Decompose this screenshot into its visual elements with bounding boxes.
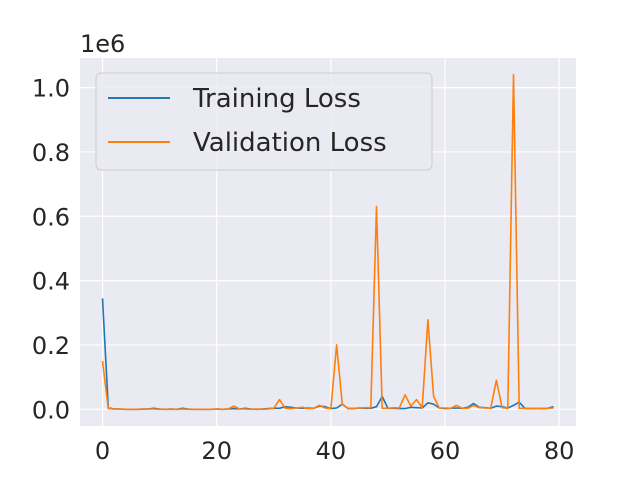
y-tick-labels: 0.0 0.2 0.4 0.6 0.8 1.0 [32, 75, 70, 425]
y-tick-label: 0.6 [32, 203, 70, 231]
x-tick-label: 20 [201, 437, 232, 465]
legend: Training Loss Validation Loss [95, 72, 433, 171]
series-lines [101, 73, 554, 411]
series-line-validation-loss [101, 73, 554, 411]
x-tick-label: 40 [316, 437, 347, 465]
x-tick-label: 0 [95, 437, 110, 465]
y-offset-label: 1e6 [80, 30, 125, 58]
legend-box [95, 72, 433, 171]
x-tick-label: 80 [544, 437, 575, 465]
y-tick-label: 0.2 [32, 332, 70, 360]
legend-label-validation-loss: Validation Loss [193, 128, 387, 158]
x-tick-labels: 0 20 40 60 80 [95, 437, 575, 465]
y-tick-label: 0.0 [32, 396, 70, 424]
y-tick-label: 1.0 [32, 75, 70, 103]
legend-label-training-loss: Training Loss [192, 84, 361, 114]
y-tick-label: 0.4 [32, 268, 70, 296]
y-tick-label: 0.8 [32, 139, 70, 167]
x-tick-label: 60 [430, 437, 461, 465]
